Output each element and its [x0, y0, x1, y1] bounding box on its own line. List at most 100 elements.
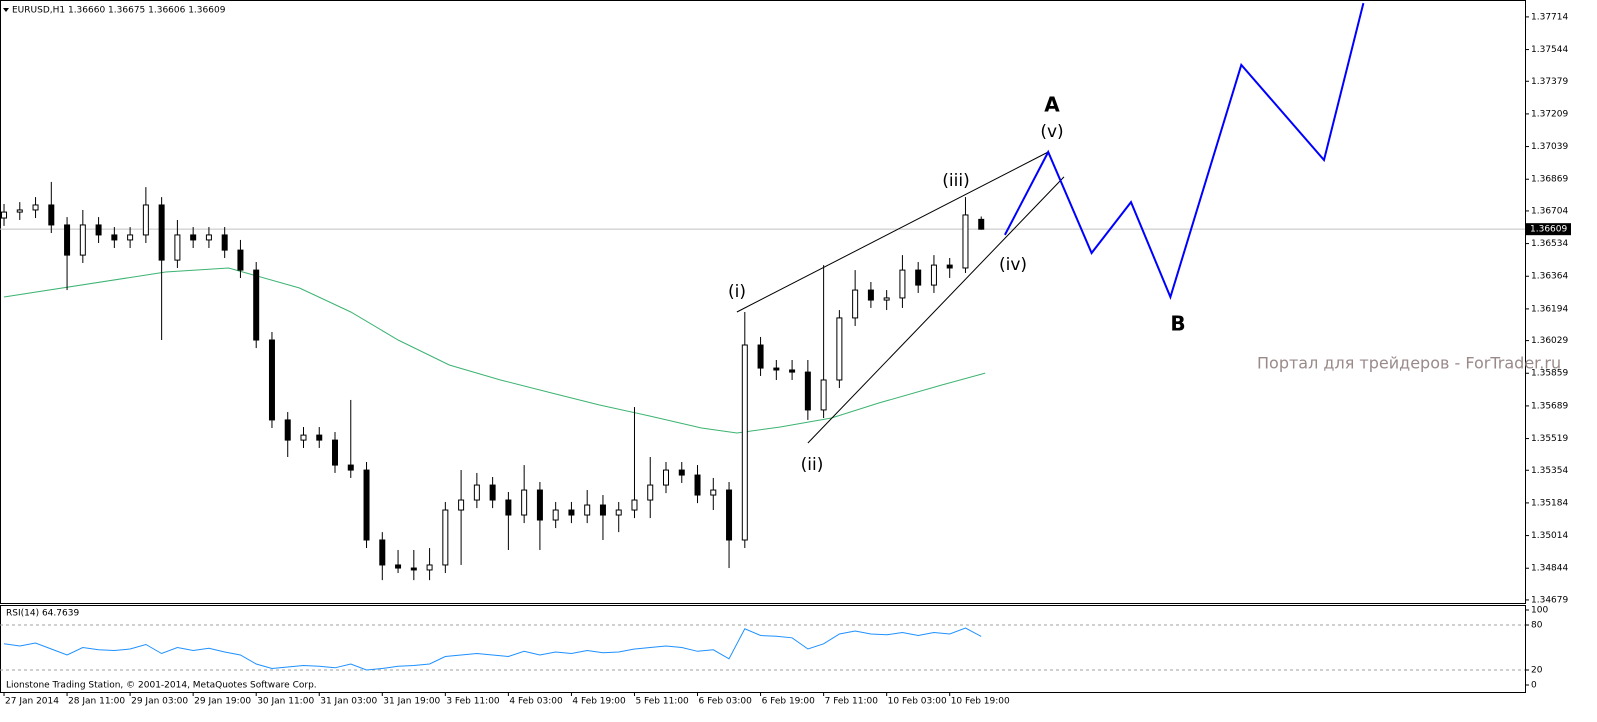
x-tick-label: 29 Jan 03:00	[131, 697, 188, 707]
x-tick-label: 30 Jan 11:00	[257, 697, 314, 707]
candle-body	[883, 297, 890, 301]
footer: Lionstone Trading Station, © 2001-2014, …	[6, 681, 317, 691]
candle-body	[473, 484, 480, 501]
candle-body	[253, 269, 260, 341]
x-tick-label: 10 Feb 03:00	[888, 697, 947, 707]
y-tick-label: 1.35859	[1531, 369, 1568, 379]
y-tick-label: 1.37544	[1531, 45, 1568, 55]
candle-body	[505, 499, 512, 516]
wave-label: (v)	[1040, 122, 1063, 142]
y-tick-label: 1.34844	[1531, 564, 1568, 574]
y-tick-label: 80	[1531, 621, 1543, 631]
candle-body	[773, 367, 780, 371]
candle-body	[599, 504, 606, 516]
candle-body	[694, 474, 701, 496]
candle-body	[978, 218, 985, 230]
y-tick-label: 1.35184	[1531, 498, 1568, 508]
candle-body	[316, 434, 323, 441]
pattern-label: A	[1044, 93, 1060, 117]
candle-body	[631, 499, 638, 511]
candle-body	[930, 264, 937, 286]
candle-body	[300, 434, 307, 441]
candle-body	[395, 564, 402, 569]
rsi-line	[3, 627, 982, 671]
candle-body	[363, 469, 370, 541]
candle-body	[221, 234, 228, 251]
y-tick-label: 1.36364	[1531, 272, 1568, 282]
candle-body	[379, 539, 386, 566]
candle-body	[820, 379, 827, 411]
y-tick-label: 1.35014	[1531, 531, 1568, 541]
candle-body	[205, 234, 212, 241]
candle-body	[852, 289, 859, 319]
candle-body	[663, 469, 670, 486]
candle-body	[726, 489, 733, 541]
x-tick-label: 6 Feb 03:00	[699, 697, 753, 707]
candle-body	[111, 234, 118, 241]
candle-body	[757, 344, 764, 369]
y-tick-label: 1.36704	[1531, 206, 1568, 216]
candle-body	[64, 224, 71, 256]
rsi-title: RSI(14) 64.7639	[6, 609, 79, 619]
trendline	[736, 151, 1049, 313]
x-tick-label: 7 Feb 11:00	[825, 697, 879, 707]
candle-body	[521, 489, 528, 516]
candle-body	[142, 204, 149, 236]
rsi-panel	[0, 605, 1526, 693]
candle-body	[16, 209, 23, 213]
x-tick-label: 31 Jan 19:00	[383, 697, 440, 707]
x-tick-label: 3 Feb 11:00	[446, 697, 500, 707]
forecast-path	[1004, 2, 1365, 300]
candle-body	[741, 344, 748, 541]
candle-body	[237, 249, 244, 271]
candle-body	[174, 234, 181, 261]
x-tick-label: 27 Jan 2014	[5, 697, 59, 707]
y-tick-label: 20	[1531, 666, 1543, 676]
candle-body	[426, 564, 433, 571]
candle-body	[568, 509, 575, 516]
candle-body	[962, 214, 969, 269]
candle-body	[552, 509, 559, 521]
y-tick-label: 0	[1531, 681, 1537, 691]
y-tick-label: 1.35519	[1531, 434, 1568, 444]
wave-label: (iv)	[999, 255, 1027, 275]
candle-body	[489, 484, 496, 501]
x-tick-label: 6 Feb 19:00	[762, 697, 816, 707]
current-price-label: 1.36609	[1530, 225, 1567, 235]
candle-body	[678, 469, 685, 476]
candle-body	[804, 371, 811, 411]
chart-title: EURUSD,H1 1.36660 1.36675 1.36606 1.3660…	[12, 6, 226, 16]
candle-body	[710, 489, 717, 496]
candle-body	[899, 269, 906, 299]
y-tick-label: 100	[1531, 606, 1548, 616]
y-tick-label: 1.36869	[1531, 175, 1568, 185]
x-tick-label: 29 Jan 19:00	[194, 697, 251, 707]
y-tick-label: 1.37209	[1531, 109, 1568, 119]
candle-body	[48, 204, 55, 226]
candle-body	[332, 439, 339, 466]
wave-label: (ii)	[801, 455, 824, 475]
wave-label: (iii)	[942, 171, 969, 191]
x-tick-label: 10 Feb 19:00	[951, 697, 1010, 707]
candle-body	[615, 509, 622, 516]
main-panel	[0, 0, 1526, 604]
candle-body	[32, 204, 39, 211]
candle-body	[1, 211, 8, 219]
watermark: Портал для трейдеров - ForTrader.ru	[1257, 354, 1561, 373]
x-tick-label: 4 Feb 19:00	[572, 697, 626, 707]
candle-body	[158, 204, 165, 261]
candle-body	[410, 567, 417, 571]
y-tick-label: 1.35689	[1531, 401, 1568, 411]
candle-body	[584, 504, 591, 516]
pattern-label: B	[1170, 312, 1185, 336]
candle-body	[284, 419, 291, 441]
trendline	[807, 176, 1065, 444]
x-tick-label: 5 Feb 11:00	[635, 697, 689, 707]
current-price-box	[1525, 223, 1571, 236]
candle-body	[915, 269, 922, 286]
candle-body	[946, 264, 953, 269]
y-tick-label: 1.37379	[1531, 77, 1568, 87]
x-tick-label: 28 Jan 11:00	[68, 697, 125, 707]
wave-label: (i)	[728, 282, 746, 302]
y-tick-label: 1.36029	[1531, 336, 1568, 346]
